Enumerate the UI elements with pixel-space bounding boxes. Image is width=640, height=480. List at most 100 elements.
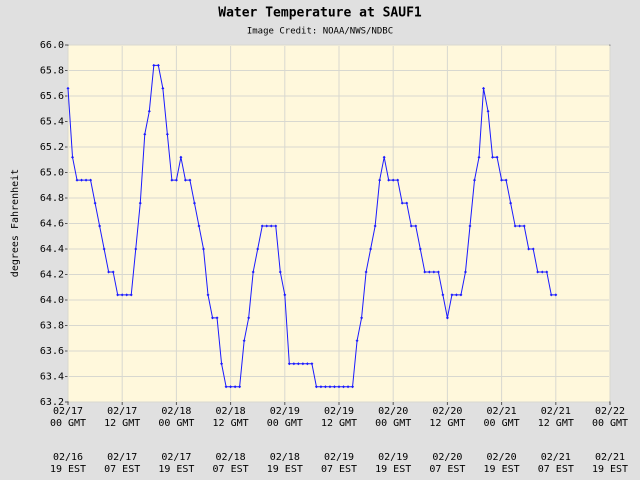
data-point	[531, 247, 535, 251]
x-tick-local-date: 02/20	[432, 452, 462, 463]
x-tick-date: 02/21	[541, 406, 571, 417]
data-point	[220, 362, 224, 366]
x-tick-date: 02/17	[53, 406, 83, 417]
data-point	[116, 293, 120, 297]
x-tick-local-date: 02/16	[53, 452, 83, 463]
data-point	[540, 270, 544, 274]
data-point	[215, 316, 219, 320]
data-point	[500, 178, 504, 182]
data-point	[554, 293, 558, 297]
x-tick-time: 12 GMT	[429, 418, 465, 429]
x-tick-date: 02/19	[324, 406, 354, 417]
data-point	[342, 385, 346, 389]
data-point	[242, 339, 246, 343]
x-tick-date: 02/17	[107, 406, 137, 417]
data-point	[360, 316, 364, 320]
data-point	[427, 270, 431, 274]
x-tick-time: 00 GMT	[592, 418, 628, 429]
data-point	[170, 178, 174, 182]
y-tick-label: 65.0	[40, 168, 64, 179]
data-point	[310, 362, 314, 366]
y-tick-label: 64.6	[40, 219, 64, 230]
data-point	[373, 224, 377, 228]
y-tick-label: 63.6	[40, 346, 64, 357]
data-point	[202, 247, 205, 251]
data-point	[274, 224, 278, 228]
data-point	[332, 385, 336, 389]
data-point	[251, 270, 255, 274]
data-point	[224, 385, 228, 389]
data-point	[441, 293, 445, 297]
data-point	[518, 224, 522, 228]
data-point	[152, 63, 156, 67]
data-point	[296, 362, 300, 366]
y-axis-label: degrees Fahrenheit	[10, 169, 21, 277]
x-tick-date: 02/22	[595, 406, 625, 417]
data-point	[522, 224, 526, 228]
chart-subtitle: Image Credit: NOAA/NWS/NDBC	[247, 27, 393, 37]
data-point	[165, 132, 169, 136]
x-tick-date: 02/18	[161, 406, 191, 417]
data-point	[459, 293, 463, 297]
y-tick-label: 65.4	[40, 117, 64, 128]
data-point	[513, 224, 517, 228]
y-tick-label: 65.8	[40, 66, 64, 77]
x-tick-local-time: 07 EST	[321, 464, 357, 475]
data-point	[486, 109, 490, 113]
data-point	[477, 155, 481, 159]
data-point	[396, 178, 400, 182]
data-point	[463, 270, 467, 274]
y-tick-label: 64.8	[40, 193, 64, 204]
x-tick-local-time: 19 EST	[50, 464, 86, 475]
x-tick-local-date: 02/19	[378, 452, 408, 463]
x-tick-time: 12 GMT	[104, 418, 140, 429]
x-tick-local-time: 19 EST	[158, 464, 194, 475]
data-point	[161, 86, 165, 90]
data-point	[111, 270, 115, 274]
data-point	[454, 293, 458, 297]
y-tick-label: 65.2	[40, 142, 64, 153]
data-point	[545, 270, 549, 274]
data-point	[305, 362, 309, 366]
y-tick-label: 63.4	[40, 372, 64, 383]
data-point	[418, 247, 422, 251]
x-tick-time: 00 GMT	[375, 418, 411, 429]
data-point	[183, 178, 187, 182]
x-tick-date: 02/21	[487, 406, 517, 417]
x-tick-local-time: 19 EST	[592, 464, 628, 475]
data-point	[197, 224, 201, 228]
y-tick-label: 63.8	[40, 321, 64, 332]
data-point	[414, 224, 418, 228]
y-tick-label: 64.2	[40, 270, 64, 281]
data-point	[107, 270, 111, 274]
data-point	[156, 63, 160, 67]
x-tick-date: 02/18	[216, 406, 246, 417]
data-point	[71, 155, 75, 159]
data-point	[75, 178, 79, 182]
data-point	[125, 293, 129, 297]
data-point	[238, 385, 242, 389]
x-tick-local-date: 02/18	[216, 452, 246, 463]
x-tick-local-time: 19 EST	[484, 464, 520, 475]
x-tick-local-date: 02/17	[161, 452, 191, 463]
data-point	[247, 316, 251, 320]
data-point	[549, 293, 553, 297]
data-point	[93, 201, 97, 205]
data-point	[283, 293, 287, 297]
data-point	[292, 362, 296, 366]
y-tick-label: 63.2	[40, 397, 64, 408]
data-point	[391, 178, 395, 182]
x-tick-local-time: 07 EST	[104, 464, 140, 475]
data-point	[482, 86, 486, 90]
data-point	[450, 293, 454, 297]
x-tick-local-date: 02/19	[324, 452, 354, 463]
x-tick-local-time: 07 EST	[538, 464, 574, 475]
data-point	[400, 201, 404, 205]
x-tick-date: 02/20	[432, 406, 462, 417]
x-tick-date: 02/19	[270, 406, 300, 417]
data-point	[423, 270, 427, 274]
data-point	[134, 247, 138, 251]
data-point	[436, 270, 440, 274]
